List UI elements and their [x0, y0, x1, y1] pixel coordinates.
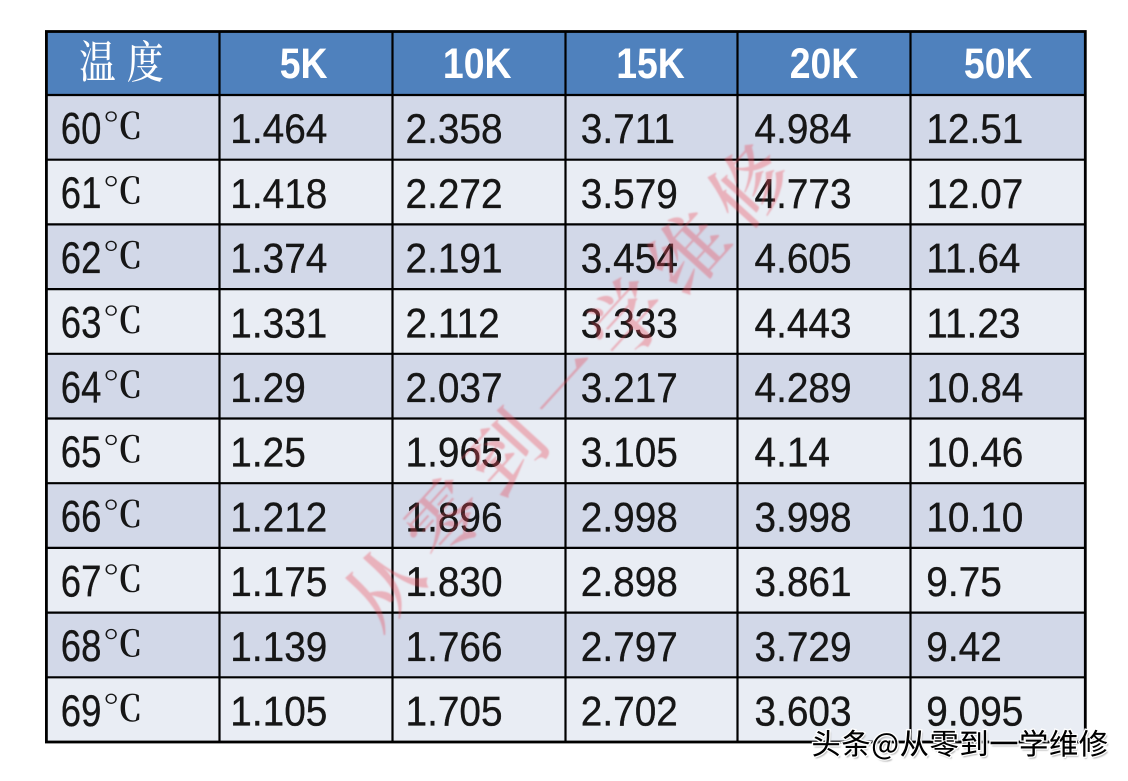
svg-text:2.998: 2.998 — [581, 495, 678, 540]
svg-text:9.42: 9.42 — [926, 625, 1001, 670]
svg-text:1.705: 1.705 — [406, 689, 503, 734]
svg-text:2.272: 2.272 — [406, 172, 503, 217]
svg-text:60: 60 — [61, 103, 102, 153]
svg-text:61: 61 — [61, 168, 102, 218]
svg-text:10.46: 10.46 — [926, 431, 1023, 476]
svg-text:2.358: 2.358 — [406, 107, 503, 152]
svg-text:62: 62 — [61, 232, 102, 282]
svg-text:3.454: 3.454 — [581, 236, 678, 281]
svg-text:3.711: 3.711 — [581, 107, 675, 152]
svg-text:3.998: 3.998 — [755, 495, 852, 540]
svg-text:3.217: 3.217 — [581, 366, 678, 411]
svg-text:9.75: 9.75 — [926, 560, 1001, 605]
svg-text:10K: 10K — [443, 41, 512, 88]
svg-text:67: 67 — [61, 556, 102, 606]
svg-text:10.84: 10.84 — [926, 366, 1023, 411]
svg-text:2.797: 2.797 — [581, 625, 678, 670]
svg-text:5K: 5K — [280, 41, 328, 88]
svg-text:12.51: 12.51 — [926, 107, 1023, 152]
svg-text:4.443: 4.443 — [755, 301, 852, 346]
svg-text:2.037: 2.037 — [406, 366, 503, 411]
svg-text:2.898: 2.898 — [581, 560, 678, 605]
svg-text:4.605: 4.605 — [755, 236, 852, 281]
svg-text:4.984: 4.984 — [755, 107, 852, 152]
svg-text:64: 64 — [61, 362, 102, 412]
svg-text:1.331: 1.331 — [230, 301, 327, 346]
svg-text:1.29: 1.29 — [230, 366, 305, 411]
svg-text:4.14: 4.14 — [755, 431, 830, 476]
svg-text:3.105: 3.105 — [581, 431, 678, 476]
svg-text:1.175: 1.175 — [230, 560, 327, 605]
svg-text:1.766: 1.766 — [406, 625, 503, 670]
svg-text:1.25: 1.25 — [230, 431, 305, 476]
svg-text:12.07: 12.07 — [926, 172, 1023, 217]
svg-text:20K: 20K — [790, 41, 859, 88]
svg-text:1.139: 1.139 — [230, 625, 327, 670]
svg-text:11.23: 11.23 — [926, 301, 1020, 346]
svg-text:2.112: 2.112 — [406, 301, 500, 346]
svg-text:3.861: 3.861 — [755, 560, 852, 605]
svg-text:11.64: 11.64 — [926, 236, 1020, 281]
svg-text:65: 65 — [61, 427, 102, 477]
svg-text:69: 69 — [61, 685, 102, 735]
svg-text:63: 63 — [61, 297, 102, 347]
svg-text:9.095: 9.095 — [926, 689, 1023, 734]
svg-text:1.212: 1.212 — [230, 495, 327, 540]
svg-text:15K: 15K — [616, 41, 685, 88]
svg-text:3.729: 3.729 — [755, 625, 852, 670]
svg-text:68: 68 — [61, 621, 102, 671]
svg-text:3.603: 3.603 — [755, 689, 852, 734]
svg-text:1.374: 1.374 — [230, 236, 327, 281]
svg-text:2.191: 2.191 — [406, 236, 503, 281]
svg-text:1.418: 1.418 — [230, 172, 327, 217]
svg-text:66: 66 — [61, 491, 102, 541]
svg-text:1.464: 1.464 — [230, 107, 327, 152]
svg-text:4.289: 4.289 — [755, 366, 852, 411]
svg-text:3.579: 3.579 — [581, 172, 678, 217]
svg-text:1.105: 1.105 — [230, 689, 327, 734]
svg-text:2.702: 2.702 — [581, 689, 678, 734]
svg-text:10.10: 10.10 — [926, 495, 1023, 540]
svg-text:50K: 50K — [964, 41, 1033, 88]
svg-text:1.965: 1.965 — [406, 431, 503, 476]
